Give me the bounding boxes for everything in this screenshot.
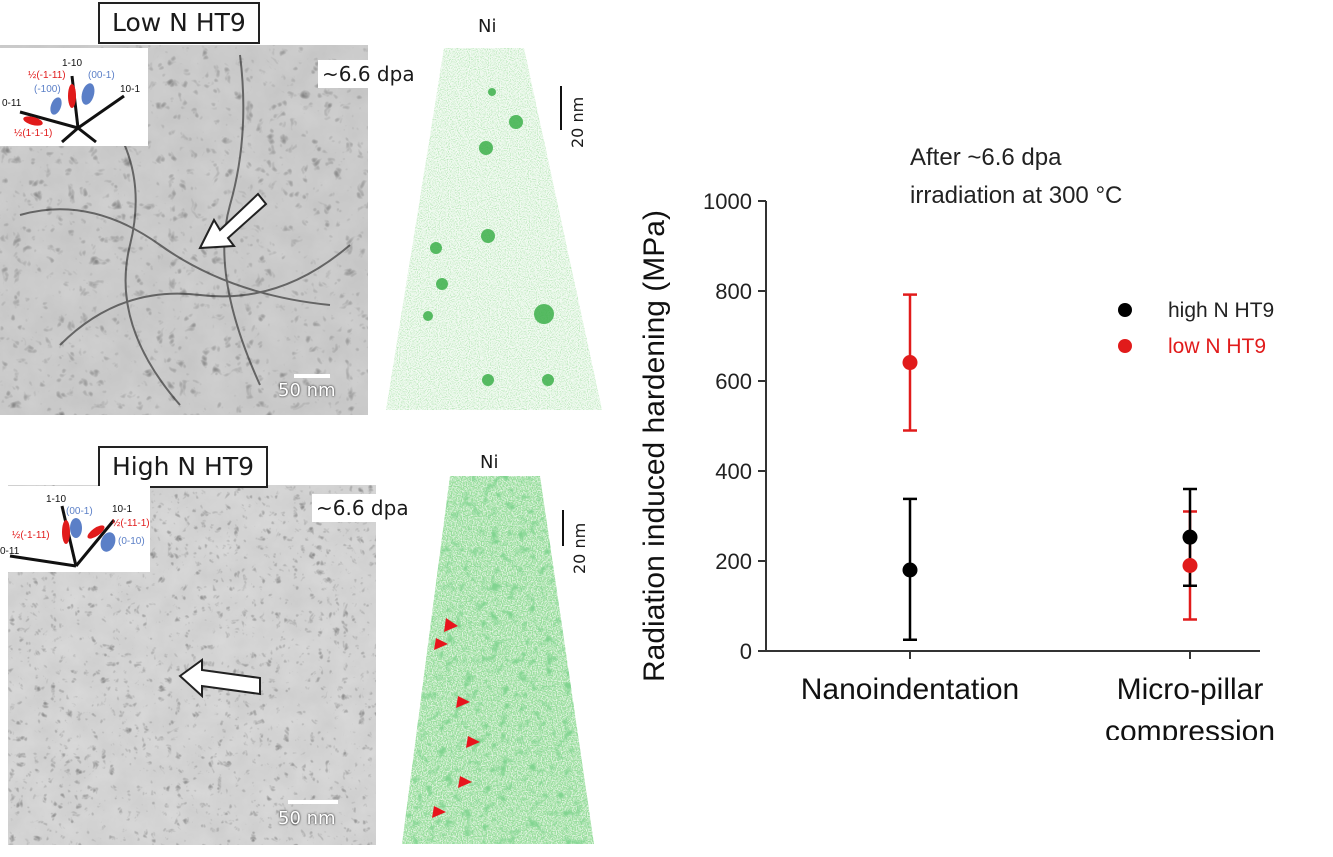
apt-reconstruction-high (402, 476, 594, 844)
y-axis-label: Radiation induced hardening (MPa) (638, 210, 671, 682)
data-point (902, 562, 918, 578)
dose-label-high: ~6.6 dpa (312, 494, 413, 522)
apt-scale-label-high: 20 nm (570, 522, 589, 574)
panel-title-high: High N HT9 (98, 446, 269, 488)
legend-marker (1118, 339, 1132, 353)
y-tick-label: 800 (715, 279, 752, 304)
legend-label: low N HT9 (1168, 335, 1266, 358)
inset-low-top: 1-10 (62, 58, 82, 69)
arrow-icon-high (178, 658, 261, 699)
apt-element-high: Ni (480, 452, 499, 473)
data-point (902, 355, 918, 371)
x-tick-label: Nanoindentation (801, 673, 1020, 706)
y-tick-label: 1000 (703, 189, 752, 214)
inset-high-right: 10-1 (112, 504, 132, 515)
chart-annotation: irradiation at 300 °C (910, 182, 1122, 209)
inset-low-blue1: (00-1) (88, 70, 115, 81)
hardening-chart: 0 200 400 600 800 1000 Nanoindentation Micro-pi… (638, 144, 1275, 740)
y-tick-label: 200 (715, 549, 752, 574)
x-tick-label: compression (1105, 715, 1275, 740)
apt-element-low: Ni (478, 16, 497, 37)
inset-high-red1: ½(-1-11) (12, 530, 50, 541)
inset-high-left: 0-11 (0, 546, 20, 557)
inset-high-blue1: (00-1) (66, 506, 93, 517)
inset-high-red2: ½(-11-1) (112, 518, 150, 529)
legend-label: high N HT9 (1168, 299, 1274, 322)
legend-marker (1118, 303, 1132, 317)
inset-high-top: 1-10 (46, 494, 66, 505)
apt-scalebar-low (560, 86, 562, 130)
apt-scalebar-high (562, 510, 564, 546)
dose-label-low: ~6.6 dpa (318, 60, 419, 88)
inset-low-red2: ½(1-1-1) (14, 128, 52, 139)
inset-low-blue2: (-100) (34, 84, 61, 95)
y-tick-label: 0 (740, 639, 752, 664)
panel-title-low: Low N HT9 (98, 2, 260, 44)
inset-high-blue2: (0-10) (118, 536, 145, 547)
scalebar-label-low: 50 nm (278, 380, 336, 401)
scalebar-low (294, 374, 330, 378)
apt-scale-label-low: 20 nm (568, 96, 587, 148)
inset-low-red1: ½(-1-11) (28, 70, 66, 81)
orientation-inset-low: 1-10 0-11 10-1 ½(-1-11) ½(1-1-1) (00-1) … (0, 48, 148, 146)
scalebar-high (288, 800, 338, 804)
apt-reconstruction-low (386, 48, 602, 410)
arrowhead-markers (432, 618, 480, 818)
tem-image-low-n-top (145, 45, 315, 105)
arrow-icon-low (198, 192, 268, 250)
y-tick-label: 400 (715, 459, 752, 484)
x-tick-label: Micro-pillar (1117, 673, 1264, 706)
data-point (1182, 529, 1198, 545)
orientation-inset-high: 1-10 0-11 10-1 ½(-1-11) ½(-11-1) (00-1) … (0, 486, 150, 572)
inset-low-right: 10-1 (120, 84, 140, 95)
scalebar-label-high: 50 nm (278, 808, 336, 829)
y-tick-label: 600 (715, 369, 752, 394)
data-point (1182, 558, 1198, 573)
inset-low-left: 0-11 (2, 98, 22, 109)
chart-annotation: After ~6.6 dpa (910, 144, 1062, 171)
